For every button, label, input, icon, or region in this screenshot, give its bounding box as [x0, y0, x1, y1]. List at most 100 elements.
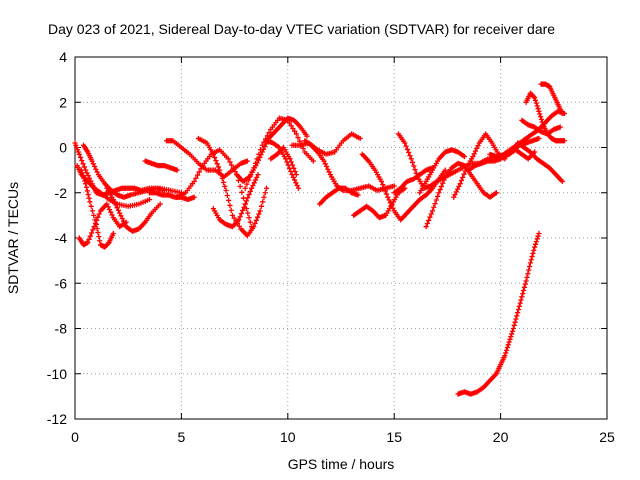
data-point [196, 169, 202, 175]
data-point [470, 153, 476, 160]
series-arc21 [359, 151, 448, 223]
data-point [246, 191, 252, 198]
data-point [403, 143, 409, 149]
data-point [119, 215, 125, 222]
data-point [231, 215, 237, 221]
data-point [524, 274, 530, 280]
data-point [245, 210, 251, 216]
data-point [290, 125, 296, 132]
data-point [230, 165, 236, 171]
data-point [286, 120, 293, 126]
series-arc6 [104, 185, 163, 234]
data-point [520, 291, 526, 297]
data-point [94, 225, 100, 232]
y-tick-label: 2 [59, 94, 67, 110]
data-point [431, 204, 437, 210]
data-point [79, 158, 85, 164]
data-point [522, 281, 528, 287]
data-point [87, 233, 93, 239]
data-point [122, 221, 128, 227]
data-point [407, 153, 413, 159]
data-point [292, 128, 298, 134]
series-arc4 [74, 163, 153, 209]
data-point [520, 287, 527, 294]
data-point [451, 194, 457, 200]
data-point [513, 316, 519, 322]
data-point [559, 178, 565, 185]
data-point [198, 166, 204, 172]
series-arc17 [289, 131, 363, 157]
data-point [436, 190, 442, 196]
data-point [239, 189, 245, 195]
data-point [462, 168, 468, 174]
data-point [408, 156, 414, 162]
data-point [117, 210, 123, 216]
data-point [111, 199, 118, 205]
data-point [426, 217, 432, 223]
data-point [244, 181, 250, 187]
data-point [380, 182, 386, 188]
data-point [386, 197, 392, 203]
data-point [87, 199, 93, 205]
data-point [120, 218, 127, 224]
data-point [236, 223, 242, 229]
data-point [506, 339, 512, 345]
data-point [290, 174, 296, 180]
data-point [402, 140, 408, 146]
data-point [211, 154, 218, 161]
data-point [532, 241, 539, 247]
data-point [440, 180, 446, 186]
data-point [456, 183, 462, 190]
data-point [535, 105, 541, 112]
data-point [85, 239, 91, 246]
data-point [561, 138, 568, 144]
data-point [538, 114, 544, 120]
data-point [84, 188, 90, 194]
data-point [193, 175, 199, 181]
data-point [254, 156, 260, 162]
data-point [215, 164, 222, 170]
data-point [441, 177, 447, 183]
data-point [531, 94, 537, 100]
data-point [515, 310, 521, 316]
data-point [250, 182, 256, 189]
data-point [245, 195, 251, 201]
data-point [238, 210, 245, 217]
data-point [525, 271, 531, 277]
data-point [108, 209, 114, 215]
data-point [247, 173, 253, 179]
data-point [244, 158, 250, 164]
data-point [96, 234, 102, 240]
data-point [241, 204, 247, 210]
series-arc32 [538, 81, 565, 117]
data-point [390, 205, 396, 211]
data-point [109, 212, 115, 218]
data-point [91, 163, 98, 170]
data-point [519, 294, 525, 300]
data-point [254, 174, 260, 180]
data-point [264, 133, 270, 139]
data-point [225, 156, 231, 162]
data-point [461, 171, 467, 177]
data-point [534, 103, 540, 109]
data-point [236, 217, 242, 223]
data-point [310, 158, 316, 164]
x-tick-label: 20 [493, 429, 509, 445]
data-point [249, 169, 255, 175]
data-point [527, 260, 533, 266]
series-arc14 [242, 115, 316, 191]
data-point [229, 212, 236, 218]
data-point [85, 172, 91, 179]
data-point [453, 189, 459, 195]
series-arc19 [317, 185, 361, 207]
data-point [92, 217, 98, 223]
series-arc34 [455, 230, 542, 397]
data-point [288, 123, 294, 129]
data-point [220, 179, 227, 185]
data-point [88, 203, 94, 209]
data-point [460, 174, 466, 180]
data-point [247, 188, 253, 194]
data-point [252, 160, 259, 166]
data-point [411, 163, 417, 169]
data-point [304, 133, 310, 139]
